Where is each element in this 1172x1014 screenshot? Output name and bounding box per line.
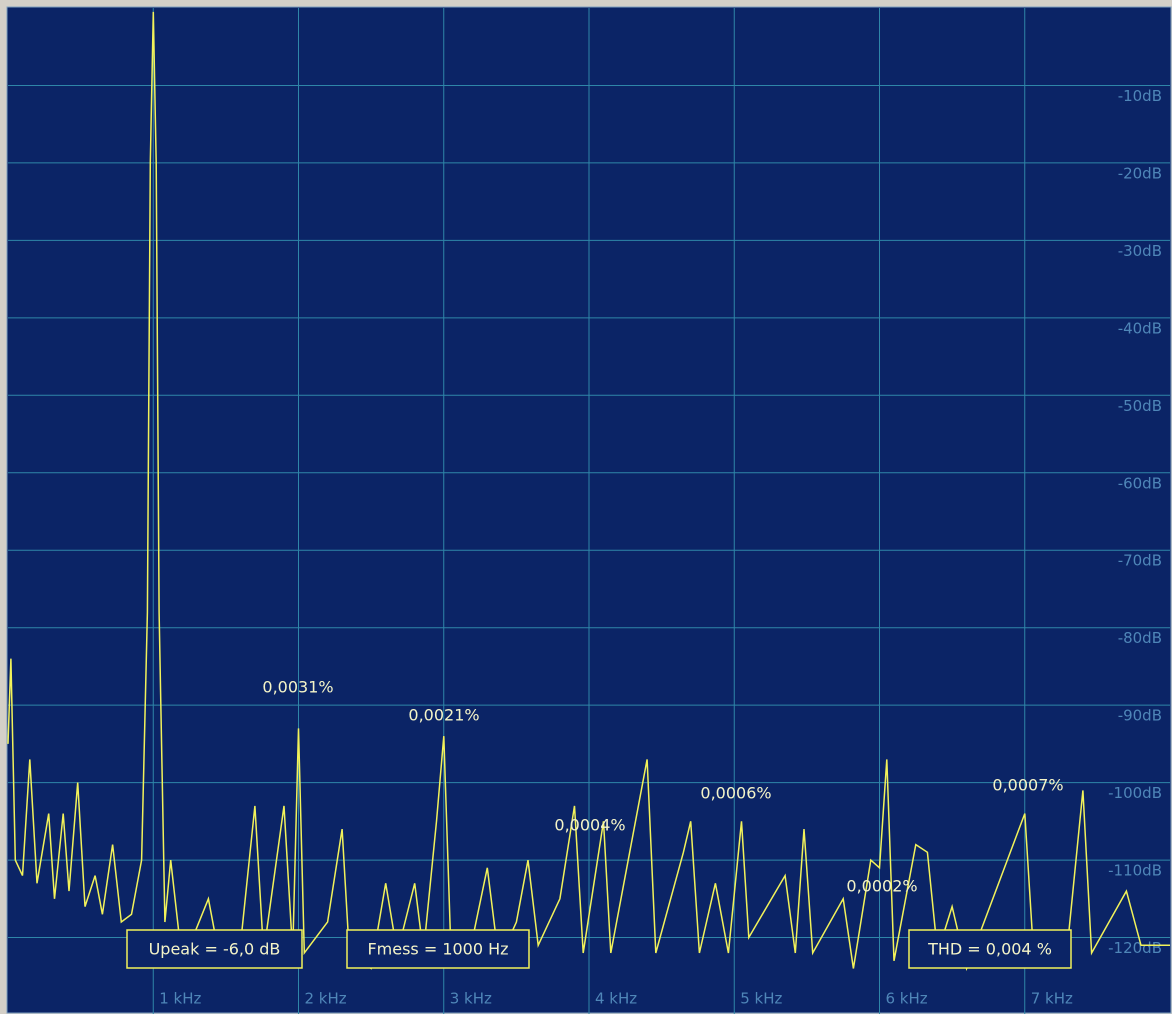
- y-tick-label: -80dB: [1118, 629, 1162, 647]
- x-tick-label: 3 kHz: [450, 990, 492, 1008]
- y-tick-label: -120dB: [1108, 939, 1162, 957]
- x-tick-label: 2 kHz: [305, 990, 347, 1008]
- y-tick-label: -40dB: [1118, 319, 1162, 337]
- x-tick-label: 7 kHz: [1031, 990, 1073, 1008]
- spectrum-line: [7, 11, 1170, 972]
- y-tick-label: -100dB: [1108, 784, 1162, 802]
- info-box: [126, 929, 303, 969]
- y-tick-label: -110dB: [1108, 862, 1162, 880]
- y-tick-label: -50dB: [1118, 397, 1162, 415]
- harmonic-annotation: 0,0006%: [700, 784, 771, 803]
- y-tick-label: -20dB: [1118, 164, 1162, 182]
- x-tick-label: 1 kHz: [159, 990, 201, 1008]
- info-box: [908, 929, 1072, 969]
- info-box-text: Upeak = -6,0 dB: [149, 940, 281, 959]
- x-tick-label: 5 kHz: [740, 990, 782, 1008]
- x-tick-label: 4 kHz: [595, 990, 637, 1008]
- harmonic-annotation: 0,0002%: [846, 877, 917, 896]
- harmonic-annotation: 0,0031%: [262, 678, 333, 697]
- info-box: [346, 929, 530, 969]
- y-tick-label: -70dB: [1118, 552, 1162, 570]
- y-tick-label: -10dB: [1118, 87, 1162, 105]
- harmonic-annotation: 0,0004%: [554, 816, 625, 835]
- info-box-text: Fmess = 1000 Hz: [367, 940, 508, 959]
- y-tick-label: -30dB: [1118, 242, 1162, 260]
- x-tick-label: 6 kHz: [886, 990, 928, 1008]
- harmonic-annotation: 0,0007%: [992, 776, 1063, 795]
- y-tick-label: -60dB: [1118, 474, 1162, 492]
- info-box-text: THD = 0,004 %: [927, 940, 1052, 959]
- y-tick-label: -90dB: [1118, 707, 1162, 725]
- harmonic-annotation: 0,0021%: [408, 706, 479, 725]
